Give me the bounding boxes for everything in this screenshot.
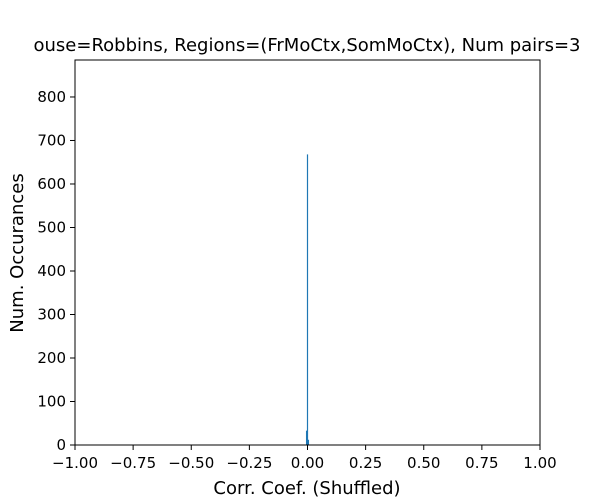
x-tick-label-5: 0.25 xyxy=(349,454,382,472)
y-tick-label-6: 600 xyxy=(37,175,66,193)
x-tick-label-4: 0.00 xyxy=(291,454,324,472)
y-tick-label-0: 0 xyxy=(56,436,66,454)
x-tick-label-7: 0.75 xyxy=(465,454,498,472)
y-tick-label-7: 700 xyxy=(37,131,66,149)
histogram-bar-1 xyxy=(306,154,309,445)
x-tick-label-8: 1.00 xyxy=(523,454,556,472)
plot-area: −1.00 −0.75 −0.50 −0.25 0.00 0.25 0.50 0.75 1.00… xyxy=(37,59,557,472)
y-axis-label: Num. Occurances xyxy=(7,173,28,332)
histogram-bar-0 xyxy=(305,430,308,445)
y-tick-label-8: 800 xyxy=(37,88,66,106)
y-tick-label-5: 500 xyxy=(37,218,66,236)
histogram-bar-2 xyxy=(307,439,310,445)
y-tick-label-4: 400 xyxy=(37,262,66,280)
chart-title: ouse=Robbins, Regions=(FrMoCtx,SomMoCtx)… xyxy=(34,35,581,56)
y-tick-label-3: 300 xyxy=(37,305,66,323)
x-axis-label: Corr. Coef. (Shuffled) xyxy=(213,478,400,499)
x-tick-label-2: −0.50 xyxy=(168,454,214,472)
y-tick-label-1: 100 xyxy=(37,392,66,410)
x-tick-label-3: −0.25 xyxy=(226,454,272,472)
x-tick-label-0: −1.00 xyxy=(52,454,98,472)
x-tick-label-6: 0.50 xyxy=(407,454,440,472)
x-tick-label-1: −0.75 xyxy=(110,454,156,472)
y-tick-label-2: 200 xyxy=(37,349,66,367)
